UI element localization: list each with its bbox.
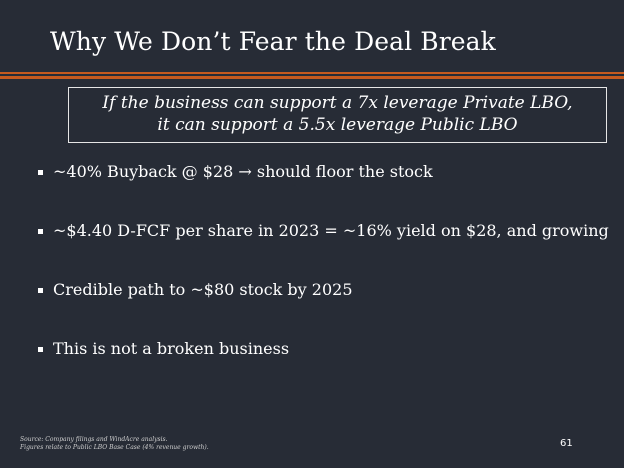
square-bullet-icon [38,169,43,175]
bullet-text: This is not a broken business [53,339,290,358]
callout-line-2: it can support a 5.5x leverage Public LB… [157,115,518,135]
page-number: 61 [560,438,573,449]
callout-line-1: If the business can support a 7x leverag… [102,93,573,113]
bullet-text: Credible path to ~$80 stock by 2025 [53,280,353,299]
square-bullet-icon [38,228,43,234]
footnote-line-2: Figures relate to Public LBO Base Case (… [20,444,209,451]
footnote-line-1: Source: Company filings and WindAcre ana… [20,436,168,443]
bullet-item: Credible path to ~$80 stock by 2025 [38,280,353,300]
bullet-item: ~$4.40 D-FCF per share in 2023 = ~16% yi… [38,221,609,241]
bullet-item: This is not a broken business [38,339,289,359]
title-divider-gap [0,74,624,76]
square-bullet-icon [38,287,43,293]
bullet-item: ~40% Buyback @ $28 → should floor the st… [38,162,433,182]
callout-box: If the business can support a 7x leverag… [68,87,607,143]
source-footnote: Source: Company filings and WindAcre ana… [20,436,209,452]
bullet-text: ~$4.40 D-FCF per share in 2023 = ~16% yi… [53,221,609,240]
slide-title: Why We Don’t Fear the Deal Break [50,27,496,56]
bullet-text: ~40% Buyback @ $28 → should floor the st… [53,162,433,181]
square-bullet-icon [38,346,43,352]
